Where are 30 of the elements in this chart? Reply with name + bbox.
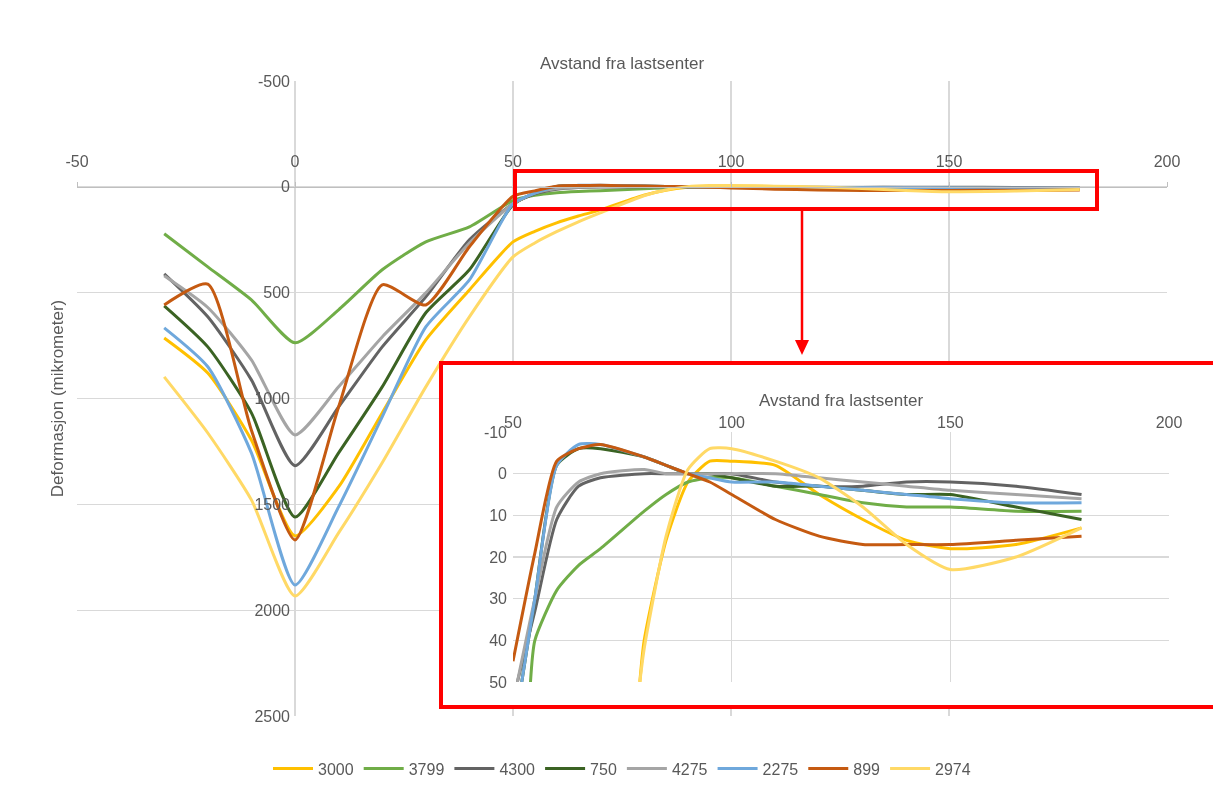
y-tick-label: 50: [489, 673, 508, 691]
y-tick-label: -500: [257, 72, 291, 90]
y-tick-label: 40: [489, 631, 508, 649]
y-tick-label: 2500: [254, 707, 291, 725]
legend-label: 2275: [762, 760, 799, 778]
legend-label: 899: [853, 760, 881, 778]
legend-label: 750: [590, 760, 617, 778]
x-tick-label: 50: [504, 153, 522, 171]
x-tick-label: 200: [1153, 153, 1181, 171]
x-axis-title: Avstand fra lastsenter: [758, 391, 924, 411]
x-tick-label: 150: [936, 413, 964, 431]
x-tick-label: -50: [65, 153, 89, 171]
legend-label: 4275: [671, 760, 708, 778]
y-tick-label: 20: [489, 548, 508, 566]
legend-label: 3799: [408, 760, 445, 778]
x-tick-label: 100: [718, 413, 746, 431]
legend-label: 2974: [935, 760, 971, 778]
x-tick-label: 100: [717, 153, 745, 171]
y-tick-label: 10: [489, 506, 508, 524]
x-tick-label: 150: [935, 153, 963, 171]
x-tick-label: 200: [1155, 413, 1183, 431]
legend-label: 3000: [318, 760, 354, 778]
y-tick-label: 0: [498, 465, 508, 483]
y-axis-title: Deformasjon (mikrometer): [47, 299, 67, 498]
x-axis-title: Avstand fra lastsenter: [539, 53, 705, 73]
legend-label: 4300: [499, 760, 536, 778]
y-tick-label: 0: [281, 178, 291, 196]
y-tick-label: 500: [263, 284, 291, 302]
y-tick-label: 2000: [254, 601, 291, 619]
y-tick-label: 30: [489, 590, 508, 608]
